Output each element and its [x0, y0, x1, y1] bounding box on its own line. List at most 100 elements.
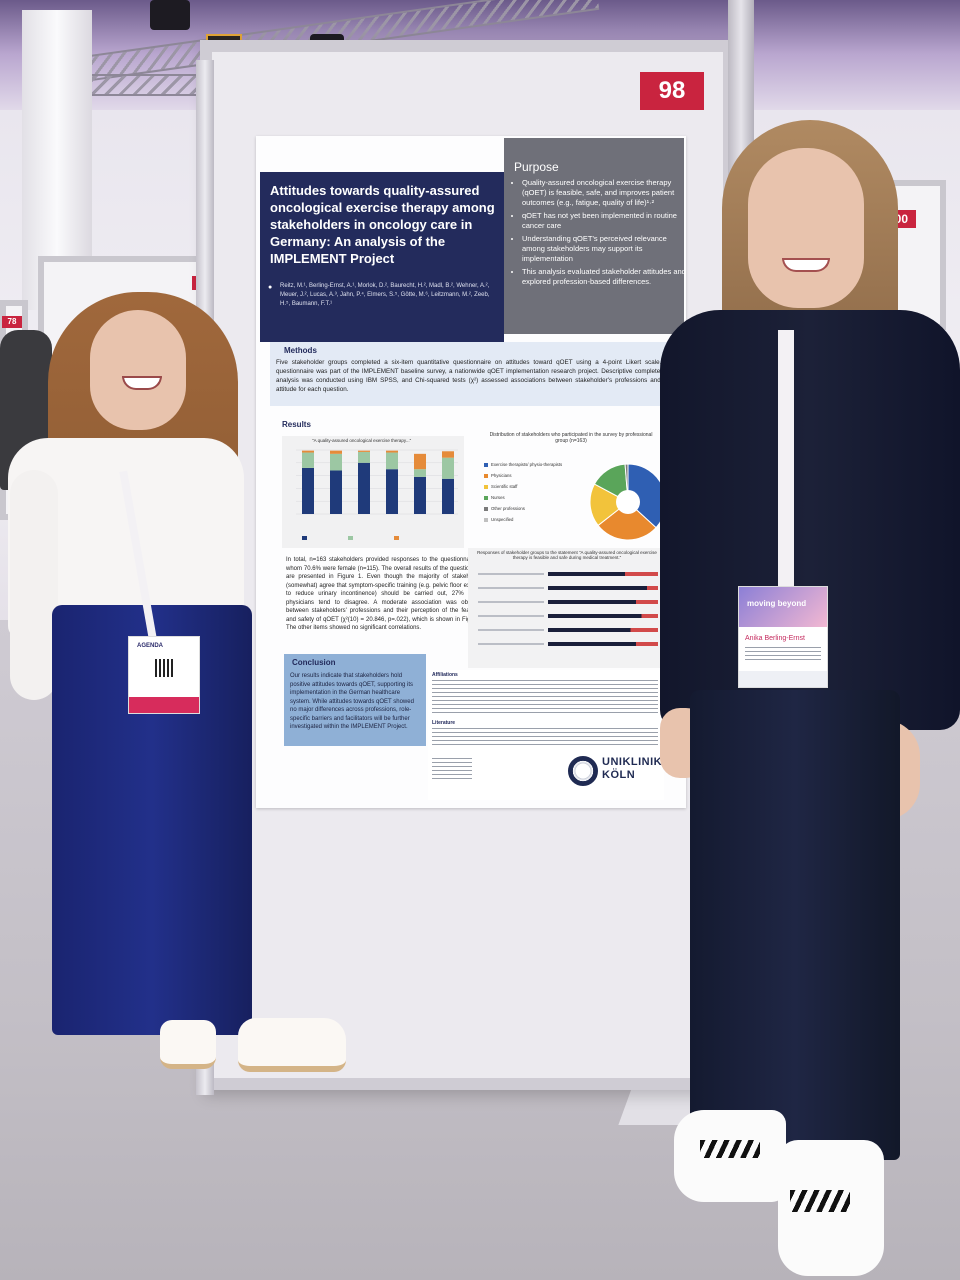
bar-segment	[442, 457, 454, 479]
contact-text-lines	[432, 758, 472, 780]
scientific-poster: Attitudes towards quality-assured oncolo…	[256, 136, 686, 808]
purpose-item: Understanding qOET's perceived relevance…	[522, 234, 686, 264]
left-person-face	[90, 310, 186, 430]
far-left-board-number: 78	[2, 316, 22, 328]
university-logo-text: UNIKLINIK KÖLN	[602, 756, 663, 781]
conclusion-panel: Conclusion Our results indicate that sta…	[284, 654, 426, 746]
results-text: In total, n=163 stakeholders provided re…	[286, 557, 486, 631]
bar-chart-svg	[296, 449, 458, 540]
left-name-badge: AGENDA	[128, 636, 200, 714]
pie-chart: Exercise therapists/ physio-therapists Ph…	[480, 446, 676, 550]
pie-legend-swatch	[484, 517, 488, 522]
hbar-disagree	[625, 572, 658, 576]
hbar-chart-svg	[478, 572, 658, 646]
hbar-agree	[548, 614, 642, 618]
purpose-item: qOET has not yet been implemented in rou…	[522, 211, 686, 231]
hbar-agree	[548, 600, 636, 604]
pie-legend: Exercise therapists/ physio-therapists Ph…	[484, 462, 574, 528]
hbar-disagree	[641, 614, 658, 618]
right-badge-header	[739, 587, 827, 627]
pie-legend-item: Other professions	[484, 506, 574, 511]
pie-legend-swatch	[484, 484, 488, 489]
purpose-list: Quality-assured oncological exercise the…	[510, 178, 686, 290]
pie-legend-item: Exercise therapists/ physio-therapists	[484, 462, 574, 467]
bar-segment	[302, 467, 314, 514]
hbar-disagree	[636, 600, 658, 604]
pie-legend-label: Nurses	[491, 495, 505, 500]
right-badge-details	[745, 647, 821, 661]
bar-segment	[330, 453, 342, 471]
university-logo: UNIKLINIK KÖLN	[568, 750, 662, 794]
right-badge-event-title: moving beyond	[747, 599, 807, 608]
hbar-chart-title: Responses of stakeholder groups to the s…	[477, 550, 657, 560]
bar-segment	[302, 452, 314, 468]
pie-legend-label: Other professions	[491, 506, 525, 511]
author-icon: ●	[268, 284, 273, 291]
bar-segment	[414, 453, 426, 470]
literature-text-lines	[432, 728, 658, 748]
conclusion-heading: Conclusion	[292, 658, 336, 667]
qr-code-icon	[155, 659, 173, 677]
right-lanyard	[778, 330, 794, 590]
affiliations-text-lines	[432, 680, 658, 716]
university-seal-icon	[568, 756, 598, 786]
bar-segment	[414, 476, 426, 514]
board-number: 98	[640, 72, 704, 110]
bar-segment	[442, 478, 454, 514]
purpose-heading: Purpose	[514, 160, 559, 174]
bar-segment	[330, 470, 342, 514]
pie-legend-label: Unspecified	[491, 517, 514, 522]
hbar-disagree	[647, 586, 658, 590]
horizontal-bar-chart: Responses of stakeholder groups to the s…	[468, 548, 666, 668]
bar-segment	[302, 450, 314, 453]
hbar-agree	[548, 642, 636, 646]
affiliations-panel: Affiliations Literature UNIKLINIK KÖLN	[428, 670, 664, 800]
title-panel: Attitudes towards quality-assured oncolo…	[260, 172, 504, 342]
methods-heading: Methods	[284, 346, 317, 355]
bar-legend-swatch	[348, 536, 353, 540]
bar-segment	[358, 462, 370, 514]
shoe-stripes-left	[700, 1140, 760, 1158]
pie-legend-swatch	[484, 495, 488, 500]
methods-panel: Methods Five stakeholder groups complete…	[270, 342, 684, 406]
bar-segment	[358, 450, 370, 452]
right-person-smile	[782, 258, 830, 272]
conclusion-text: Our results indicate that stakeholders h…	[290, 673, 414, 730]
pie-legend-label: Physicians	[491, 473, 512, 478]
stage-light	[150, 0, 190, 30]
purpose-item: This analysis evaluated stakeholder atti…	[522, 267, 686, 287]
pie-legend-item: Scientific staff	[484, 484, 574, 489]
pie-legend-swatch	[484, 506, 488, 511]
poster-title: Attitudes towards quality-assured oncolo…	[270, 183, 495, 266]
left-person-arm	[10, 470, 58, 700]
pie-center-hole	[616, 490, 640, 514]
pie-legend-swatch	[484, 462, 488, 467]
affiliations-heading: Affiliations	[432, 672, 458, 678]
bar-legend-swatch	[302, 536, 307, 540]
purpose-item: Quality-assured oncological exercise the…	[522, 178, 686, 208]
pie-legend-label: Exercise therapists/ physio-therapists	[491, 462, 563, 467]
hbar-agree	[548, 628, 631, 632]
bar-segment	[442, 451, 454, 458]
pie-legend-swatch	[484, 473, 488, 478]
right-name-badge: moving beyond Anika Berling-Ernst	[738, 586, 828, 688]
hbar-disagree	[636, 642, 658, 646]
hbar-agree	[548, 586, 647, 590]
hbar-agree	[548, 572, 625, 576]
bar-segment	[386, 450, 398, 453]
bar-legend-swatch	[394, 536, 399, 540]
pie-legend-item: Nurses	[484, 495, 574, 500]
bar-segment	[330, 450, 342, 454]
right-person-face	[748, 148, 864, 308]
left-badge-band	[129, 697, 199, 713]
pie-slice	[597, 501, 657, 541]
left-badge-agenda-label: AGENDA	[137, 643, 164, 649]
shoe-stripes-right	[790, 1190, 850, 1212]
left-person-shoe-left	[160, 1020, 216, 1069]
stacked-bar-chart: "A quality-assured oncological exercise …	[282, 436, 464, 548]
bar-segment	[358, 451, 370, 463]
pie-chart-svg	[589, 463, 667, 541]
bar-segment	[386, 452, 398, 470]
right-person-dark-jeans	[690, 690, 900, 1160]
pie-slice	[589, 483, 629, 527]
